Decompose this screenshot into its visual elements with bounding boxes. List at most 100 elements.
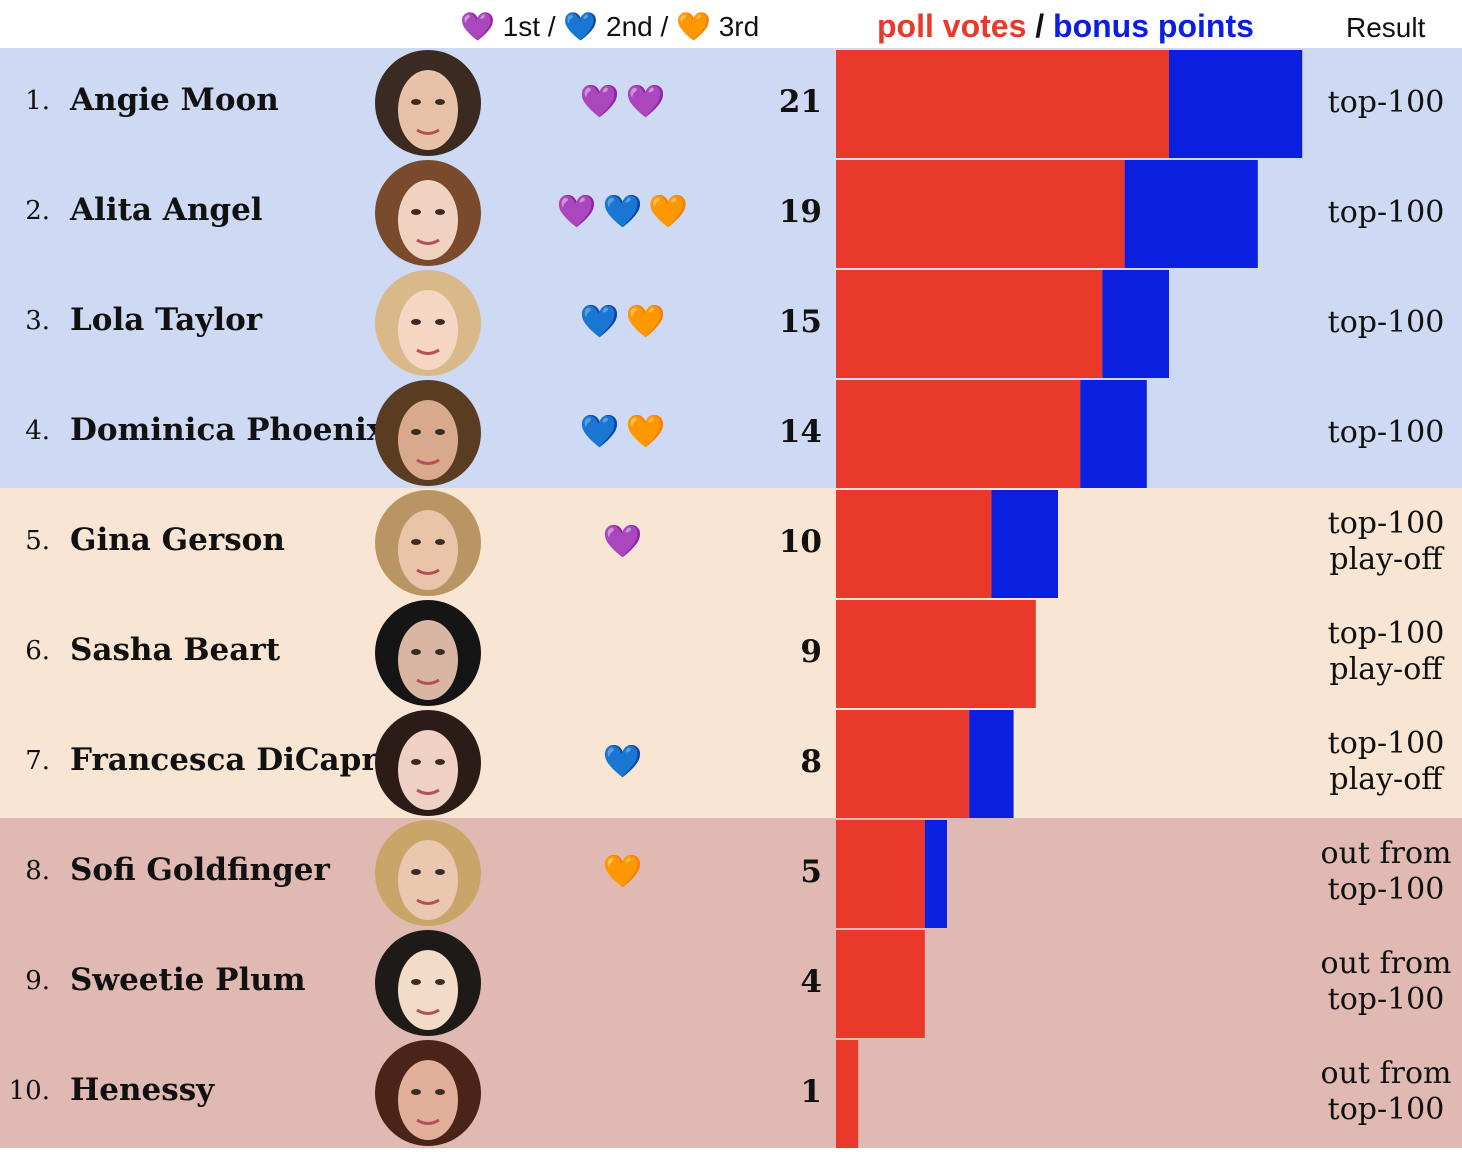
avatar bbox=[375, 270, 481, 376]
chart-title-poll-votes: poll votes bbox=[877, 8, 1027, 44]
performer-name: Sasha Beart bbox=[70, 632, 281, 668]
poll-votes-bar-3 bbox=[836, 270, 1103, 378]
table-row: 4. Dominica Phoenix 💙 🧡 14 top-100 bbox=[0, 378, 1462, 488]
bonus-points-bar-7 bbox=[969, 710, 1014, 818]
orange-heart-icon: 🧡 bbox=[676, 11, 711, 42]
chart-title-bonus-points: bonus points bbox=[1053, 8, 1254, 44]
medals: 💙 bbox=[500, 742, 745, 780]
result-line: top-100 bbox=[1327, 195, 1445, 230]
bonus-points-bar-3 bbox=[1102, 270, 1169, 378]
rank-number: 5. bbox=[25, 526, 50, 556]
result-line: out from bbox=[1320, 1056, 1452, 1091]
legend-separator: / bbox=[660, 11, 669, 42]
blue-heart-icon: 💙 bbox=[602, 192, 643, 230]
result-line: out from bbox=[1320, 836, 1452, 871]
total-score: 8 bbox=[800, 744, 822, 780]
rank-number: 8. bbox=[25, 856, 50, 886]
bonus-points-bar-2 bbox=[1124, 160, 1258, 268]
result-line: top-100 bbox=[1327, 305, 1445, 340]
medals: 💜 💜 bbox=[500, 82, 745, 120]
rank-number: 7. bbox=[25, 746, 50, 776]
rank-number: 1. bbox=[25, 86, 50, 116]
avatar bbox=[375, 50, 481, 156]
purple-heart-icon: 💜 bbox=[625, 82, 666, 120]
result-line: play-off bbox=[1329, 762, 1443, 797]
total-score: 14 bbox=[778, 414, 822, 450]
result-line: top-100 bbox=[1327, 85, 1445, 120]
result-text: top-100 bbox=[1310, 415, 1462, 451]
total-score: 15 bbox=[778, 304, 822, 340]
result-line: out from bbox=[1320, 946, 1452, 981]
result-text: top-100 bbox=[1310, 85, 1462, 121]
poll-votes-bar-6 bbox=[836, 600, 1036, 708]
legend-first-label: 1st bbox=[502, 11, 541, 42]
table-row: 7. Francesca DiCaprio 💙 8 top-100 play-off bbox=[0, 708, 1462, 818]
chart-title-separator: / bbox=[1035, 8, 1045, 44]
rank-number: 4. bbox=[25, 416, 50, 446]
total-score: 1 bbox=[800, 1074, 822, 1110]
performer-name: Angie Moon bbox=[70, 82, 279, 118]
poll-votes-bar-4 bbox=[836, 380, 1081, 488]
legend-separator: / bbox=[547, 11, 556, 42]
table-row: 3. Lola Taylor 💙 🧡 15 top-100 bbox=[0, 268, 1462, 378]
result-text: out from top-100 bbox=[1310, 946, 1462, 1018]
rank-number: 10. bbox=[8, 1076, 50, 1106]
orange-heart-icon: 🧡 bbox=[625, 412, 666, 450]
blue-heart-icon: 💙 bbox=[563, 11, 599, 42]
blue-heart-icon: 💙 bbox=[579, 412, 620, 450]
result-line: play-off bbox=[1329, 542, 1443, 577]
rank-number: 9. bbox=[25, 966, 50, 996]
performer-name: Lola Taylor bbox=[70, 302, 263, 338]
result-line: top-100 bbox=[1327, 506, 1445, 541]
blue-heart-icon: 💙 bbox=[602, 742, 643, 780]
result-text: top-100 bbox=[1310, 305, 1462, 341]
orange-heart-icon: 🧡 bbox=[602, 852, 643, 890]
bonus-points-bar-4 bbox=[1080, 380, 1147, 488]
purple-heart-icon: 💜 bbox=[556, 192, 597, 230]
result-text: top-100 play-off bbox=[1310, 506, 1462, 578]
performer-name: Dominica Phoenix bbox=[70, 412, 386, 448]
avatar bbox=[375, 490, 481, 596]
performer-name: Henessy bbox=[70, 1072, 215, 1108]
avatar bbox=[375, 160, 481, 266]
performer-name: Alita Angel bbox=[70, 192, 263, 228]
poll-votes-bar-9 bbox=[836, 930, 925, 1038]
poll-votes-bar-1 bbox=[836, 50, 1169, 158]
poll-votes-bar-2 bbox=[836, 160, 1125, 268]
result-text: out from top-100 bbox=[1310, 836, 1462, 908]
result-line: top-100 bbox=[1327, 1092, 1445, 1127]
rank-number: 2. bbox=[25, 196, 50, 226]
result-line: top-100 bbox=[1327, 726, 1445, 761]
poll-votes-bar-10 bbox=[836, 1040, 859, 1148]
avatar bbox=[375, 380, 481, 486]
table-row: 10. Henessy 1 out from top-100 bbox=[0, 1038, 1462, 1148]
chart-title: poll votes / bonus points bbox=[877, 8, 1254, 45]
result-line: top-100 bbox=[1327, 415, 1445, 450]
total-score: 21 bbox=[778, 84, 822, 120]
poll-votes-bar-7 bbox=[836, 710, 970, 818]
total-score: 4 bbox=[800, 964, 822, 1000]
avatar bbox=[375, 600, 481, 706]
performer-name: Sweetie Plum bbox=[70, 962, 306, 998]
performer-name: Sofi Goldfinger bbox=[70, 852, 330, 888]
purple-heart-icon: 💜 bbox=[460, 11, 495, 42]
medals: 💙 🧡 bbox=[500, 302, 745, 340]
purple-heart-icon: 💜 bbox=[602, 522, 643, 560]
avatar bbox=[375, 820, 481, 926]
total-score: 5 bbox=[800, 854, 822, 890]
total-score: 19 bbox=[778, 194, 822, 230]
total-score: 9 bbox=[800, 634, 822, 670]
result-header: Result bbox=[1346, 12, 1426, 43]
performer-name: Francesca DiCaprio bbox=[70, 742, 411, 778]
poll-votes-bar-8 bbox=[836, 820, 925, 928]
total-score: 10 bbox=[778, 524, 822, 560]
medals-legend: 💜 1st / 💙 2nd / 🧡 3rd bbox=[460, 10, 759, 43]
result-text: top-100 play-off bbox=[1310, 616, 1462, 688]
medals: 💙 🧡 bbox=[500, 412, 745, 450]
orange-heart-icon: 🧡 bbox=[648, 192, 689, 230]
legend-second-label: 2nd bbox=[606, 11, 653, 42]
table-row: 5. Gina Gerson 💜 10 top-100 play-off bbox=[0, 488, 1462, 598]
bonus-points-bar-8 bbox=[924, 820, 947, 928]
performer-name: Gina Gerson bbox=[70, 522, 285, 558]
medals: 🧡 bbox=[500, 852, 745, 890]
